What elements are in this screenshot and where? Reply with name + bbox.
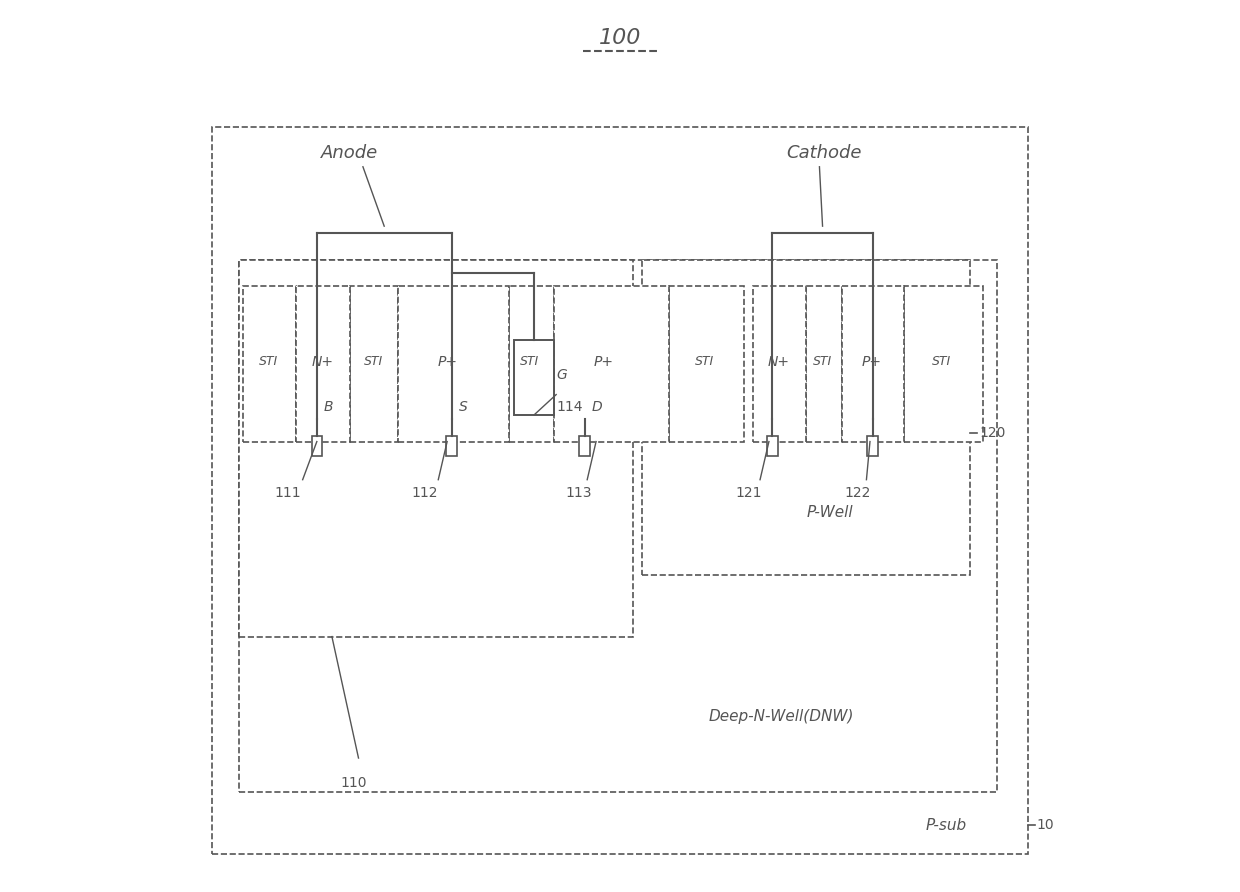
- Bar: [243, 286, 296, 442]
- Bar: [668, 286, 744, 442]
- Text: G: G: [557, 368, 567, 382]
- Bar: [510, 286, 553, 442]
- Bar: [579, 436, 590, 456]
- Bar: [753, 286, 806, 442]
- Text: 113: 113: [565, 486, 591, 500]
- Text: 112: 112: [412, 486, 438, 500]
- Bar: [513, 340, 553, 415]
- Text: P+: P+: [594, 355, 614, 368]
- Text: N+: N+: [768, 355, 790, 368]
- Bar: [642, 260, 970, 574]
- Text: Cathode: Cathode: [786, 145, 862, 162]
- Bar: [350, 286, 398, 442]
- Text: 111: 111: [274, 486, 301, 500]
- Bar: [311, 436, 322, 456]
- Text: S: S: [459, 401, 467, 414]
- Text: 10: 10: [1037, 818, 1054, 832]
- Text: Anode: Anode: [321, 145, 378, 162]
- Text: STI: STI: [363, 355, 383, 368]
- Text: 120: 120: [980, 425, 1006, 440]
- Bar: [446, 436, 456, 456]
- Text: 110: 110: [341, 776, 367, 789]
- Bar: [239, 260, 997, 792]
- Text: 121: 121: [735, 486, 761, 500]
- Text: Deep-N-Well(DNW): Deep-N-Well(DNW): [708, 709, 854, 724]
- Bar: [553, 286, 668, 442]
- Text: N+: N+: [312, 355, 334, 368]
- Bar: [867, 436, 878, 456]
- Text: P-sub: P-sub: [926, 818, 967, 833]
- Bar: [398, 286, 510, 442]
- Bar: [212, 127, 1028, 854]
- Bar: [768, 436, 777, 456]
- Text: 122: 122: [844, 486, 870, 500]
- Text: P+: P+: [862, 355, 882, 368]
- Text: P-Well: P-Well: [806, 505, 853, 520]
- Text: 114: 114: [557, 400, 583, 414]
- Text: STI: STI: [259, 355, 278, 368]
- Text: B: B: [324, 401, 334, 414]
- Bar: [239, 260, 634, 637]
- Text: 100: 100: [599, 29, 641, 48]
- Text: P+: P+: [438, 355, 458, 368]
- Text: STI: STI: [694, 355, 714, 368]
- Text: STI: STI: [932, 355, 951, 368]
- Text: STI: STI: [521, 355, 539, 368]
- Bar: [842, 286, 904, 442]
- Bar: [296, 286, 350, 442]
- Bar: [904, 286, 983, 442]
- Bar: [806, 286, 842, 442]
- Text: D: D: [591, 401, 603, 414]
- Text: STI: STI: [813, 355, 832, 368]
